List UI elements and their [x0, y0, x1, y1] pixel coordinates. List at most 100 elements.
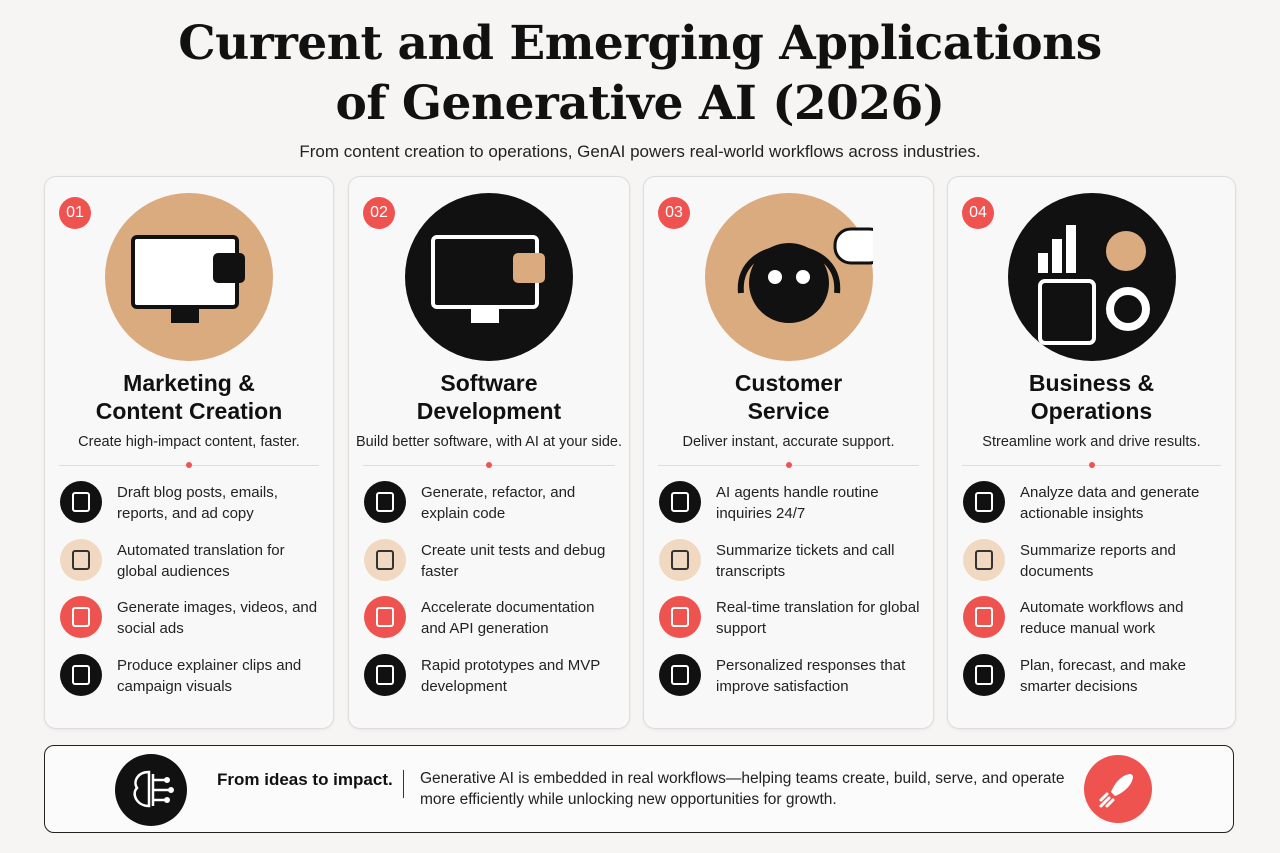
card: 03 Customer Service Deliver instant, accura…	[643, 176, 934, 729]
rocket-icon	[1084, 755, 1152, 823]
stand	[471, 309, 499, 323]
icon-glyph	[72, 549, 90, 570]
item-text: AI agents handle routine inquiries 24/7	[716, 484, 879, 522]
icon-circle	[364, 538, 406, 581]
card-title-line: Content Creation	[95, 398, 283, 424]
list-item: Summarize tickets and call transcripts	[658, 538, 923, 588]
list-item: Generate, refactor, and explain code	[363, 480, 619, 530]
icon-glyph	[376, 492, 394, 512]
icon-circle	[963, 653, 1005, 696]
clipboard	[1037, 279, 1096, 345]
icon-glyph	[975, 549, 993, 570]
item-text: Draft blog posts, emails, reports, and a…	[117, 484, 278, 522]
bubble	[833, 227, 873, 265]
item-text: Produce explainer clips and campaign vis…	[117, 656, 302, 695]
divider-dot	[186, 462, 192, 468]
item-icon	[364, 596, 406, 638]
icon-circle	[963, 596, 1005, 638]
item-icon	[659, 653, 701, 696]
icon-circle	[963, 481, 1005, 523]
item-icon	[963, 481, 1005, 523]
card-title: Marketing & Content Creation	[45, 369, 333, 425]
headset	[737, 245, 840, 294]
icon-circle	[60, 653, 102, 696]
card-number: 02	[363, 197, 395, 229]
list-item: Analyze data and generate actionable ins…	[962, 480, 1225, 530]
item-text: Generate, refactor, and explain code	[421, 484, 576, 522]
list-item: Accelerate documentation and API generat…	[363, 595, 619, 645]
brain-icon	[115, 754, 187, 826]
hero-illustration	[1007, 193, 1176, 361]
list-item: Automate workflows and reduce manual wor…	[962, 595, 1225, 645]
title-line: of Generative AI (2026)	[335, 76, 945, 131]
card-number: 04	[962, 197, 994, 229]
eye	[795, 270, 810, 284]
card-number: 03	[658, 197, 690, 229]
icon-circle	[963, 538, 1005, 581]
divider-dot	[486, 462, 492, 468]
icon-circle	[60, 538, 102, 581]
card: 02 Software Development Build better softwa…	[348, 176, 630, 729]
item-icon	[659, 596, 701, 638]
accent	[513, 253, 545, 283]
list-item: Rapid prototypes and MVP development	[363, 653, 619, 703]
list-item: Personalized responses that improve sati…	[658, 653, 923, 703]
item-text: Create unit tests and debug faster	[421, 541, 606, 580]
icon-glyph	[72, 492, 90, 512]
gear	[1105, 287, 1150, 331]
icon-glyph	[671, 492, 689, 512]
card-title-line: Service	[747, 398, 830, 424]
item-icon	[364, 653, 406, 696]
card-title-line: Business &	[1028, 370, 1155, 396]
title: Current and Emerging Applications of Gen…	[0, 14, 1280, 134]
card-title: Software Development	[349, 369, 629, 425]
card-title: Customer Service	[644, 369, 933, 425]
title-line: Current and Emerging Applications	[178, 16, 1102, 71]
icon-glyph	[671, 549, 689, 570]
list-item: Generate images, videos, and social ads	[59, 595, 323, 645]
list-item: Produce explainer clips and campaign vis…	[59, 653, 323, 703]
item-icon	[364, 481, 406, 523]
icon-circle	[659, 481, 701, 523]
icon-glyph	[671, 607, 689, 627]
hero-illustration	[405, 193, 573, 361]
icon-glyph	[72, 664, 90, 685]
item-text: Real-time translation for global support	[716, 599, 920, 637]
item-icon	[963, 653, 1005, 696]
item-icon	[364, 538, 406, 581]
icon-glyph	[671, 664, 689, 685]
icon-circle	[364, 481, 406, 523]
bar	[1037, 253, 1048, 273]
item-text: Personalized responses that improve sati…	[716, 656, 906, 695]
card-tagline: Build better software, with AI at your s…	[356, 434, 622, 450]
icon-circle	[364, 596, 406, 638]
list-item: AI agents handle routine inquiries 24/7	[658, 480, 923, 530]
item-icon	[963, 596, 1005, 638]
item-text: Analyze data and generate actionable ins…	[1020, 484, 1200, 522]
item-text: Summarize reports and documents	[1020, 541, 1176, 580]
item-icon	[963, 538, 1005, 581]
list-item: Create unit tests and debug faster	[363, 538, 619, 588]
item-text: Accelerate documentation and API generat…	[421, 599, 595, 637]
item-text: Summarize tickets and call transcripts	[716, 541, 895, 580]
accent	[213, 253, 245, 283]
card-tagline: Streamline work and drive results.	[982, 434, 1201, 450]
head	[748, 243, 829, 323]
card-title-line: Customer	[734, 370, 843, 396]
item-text: Rapid prototypes and MVP development	[421, 656, 600, 695]
icon-circle	[659, 538, 701, 581]
icon-glyph	[975, 492, 993, 512]
stand	[171, 309, 199, 323]
item-icon	[60, 596, 102, 638]
icon-glyph	[72, 607, 90, 627]
list-item: Real-time translation for global support	[658, 595, 923, 645]
icon-circle	[659, 653, 701, 696]
icon-glyph	[975, 607, 993, 627]
card-tagline: Deliver instant, accurate support.	[682, 434, 895, 450]
card-title-line: Software	[440, 370, 538, 396]
item-icon	[60, 653, 102, 696]
eye	[767, 270, 782, 284]
divider-dot	[785, 462, 792, 468]
item-icon	[659, 481, 701, 523]
